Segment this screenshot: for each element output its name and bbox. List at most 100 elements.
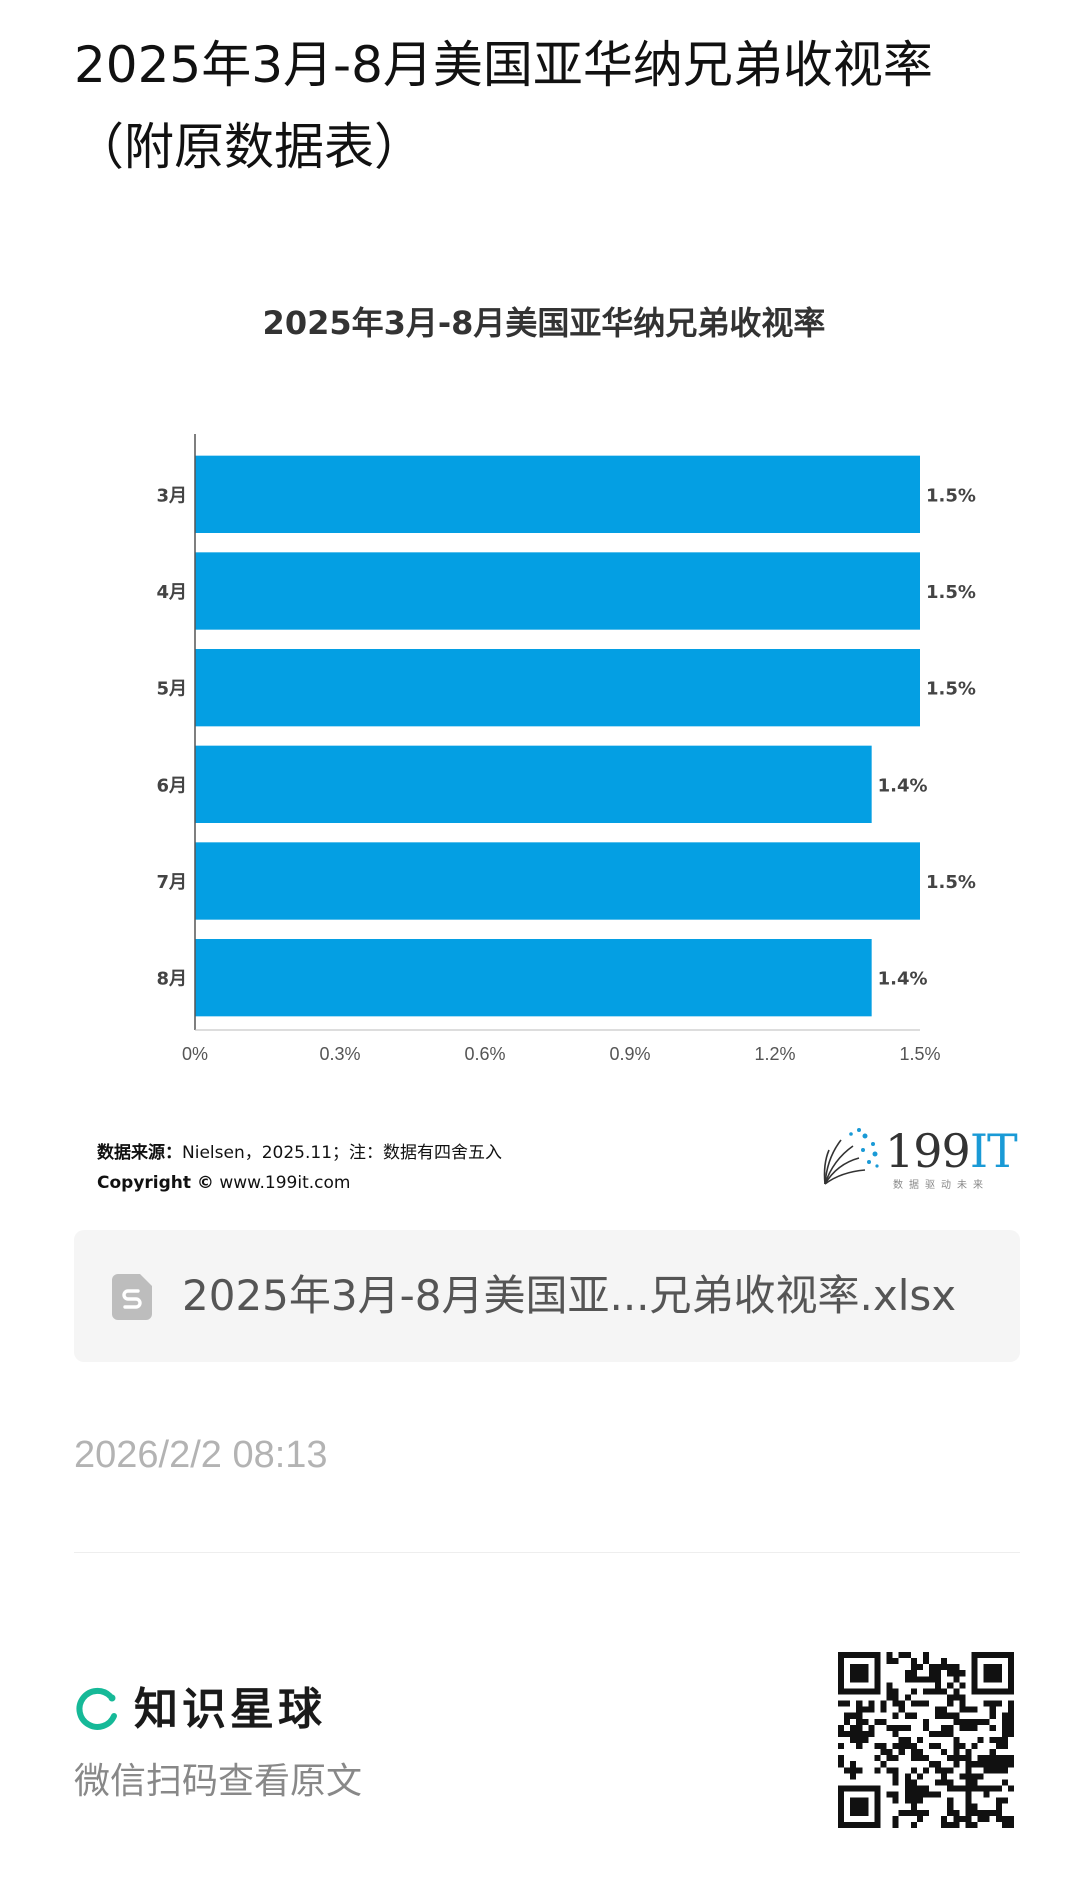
category-label: 4月: [156, 582, 187, 603]
qr-module: [850, 1730, 857, 1737]
qr-finder: [850, 1797, 869, 1816]
chart-svg: 2025年3月-8月美国亚华纳兄弟收视率 1.5% 3月 1.5% 4月 1.5% 5月 1.…: [156, 304, 976, 1064]
qr-module: [892, 1730, 899, 1737]
qr-module: [844, 1700, 851, 1707]
qr-module: [886, 1749, 893, 1756]
attachment-filename[interactable]: 2025年3月-8月美国亚...兄弟收视率.xlsx: [182, 1271, 957, 1320]
qr-module: [892, 1791, 899, 1798]
qr-module: [941, 1815, 948, 1822]
qr-module: [898, 1809, 905, 1816]
qr-module: [953, 1809, 960, 1816]
qr-module: [959, 1724, 966, 1731]
qr-module: [904, 1736, 911, 1744]
qr-module: [910, 1670, 917, 1677]
qr-module: [874, 1718, 881, 1725]
qr-module: [880, 1743, 887, 1750]
qr-module: [995, 1755, 1002, 1762]
qr-module: [910, 1755, 917, 1762]
qr-module: [868, 1730, 875, 1737]
qr-module: [886, 1755, 893, 1762]
qr-module: [929, 1761, 936, 1768]
qr-module: [977, 1809, 984, 1816]
qr-module: [935, 1761, 942, 1768]
qr-module: [995, 1797, 1002, 1804]
qr-module: [904, 1694, 911, 1701]
qr-module: [898, 1652, 905, 1659]
qr-module: [995, 1803, 1002, 1810]
source-note: 数据来源：Nielsen，2025.11；注：数据有四舍五入 Copyright…: [97, 1138, 502, 1198]
qr-module: [922, 1767, 930, 1774]
qr-module: [892, 1755, 899, 1762]
attachment-card[interactable]: 2025年3月-8月美国亚...兄弟收视率.xlsx: [74, 1230, 1020, 1362]
qr-module: [947, 1767, 954, 1774]
x-tick-label: 0%: [182, 1044, 208, 1064]
qr-module: [971, 1785, 978, 1792]
bar-value-label: 1.5%: [926, 872, 976, 893]
bar-1: [195, 455, 920, 533]
qr-module: [916, 1755, 923, 1762]
qr-module: [953, 1821, 960, 1828]
qr-module: [904, 1779, 911, 1786]
qr-module: [947, 1682, 954, 1689]
qr-module: [971, 1718, 978, 1725]
qr-module: [953, 1712, 960, 1719]
qr-module: [989, 1809, 996, 1816]
category-label: 6月: [156, 775, 187, 796]
qr-module: [874, 1755, 881, 1762]
qr-module: [856, 1712, 863, 1719]
qr-module: [922, 1676, 930, 1683]
qr-module: [898, 1706, 905, 1713]
qr-finder: [850, 1664, 869, 1683]
qr-module: [959, 1694, 966, 1701]
qr-module: [910, 1700, 917, 1707]
qr-module: [886, 1652, 893, 1659]
qr-module: [1007, 1785, 1014, 1792]
source-label: 数据来源：: [97, 1143, 182, 1163]
qr-module: [910, 1779, 917, 1786]
qr-module: [850, 1736, 857, 1744]
qr-module: [947, 1821, 954, 1828]
qr-module: [868, 1706, 875, 1713]
qr-module: [935, 1670, 942, 1677]
qr-module: [983, 1718, 990, 1725]
qr-module: [898, 1700, 905, 1707]
copyright-url: www.199it.com: [219, 1173, 351, 1193]
qr-module: [844, 1712, 851, 1719]
qr-module: [953, 1676, 960, 1683]
qr-finder: [983, 1664, 1002, 1683]
qr-module: [971, 1821, 978, 1828]
qr-module: [892, 1712, 899, 1719]
qr-module: [965, 1773, 972, 1780]
divider: [74, 1552, 1020, 1553]
qr-module: [922, 1785, 930, 1792]
qr-module: [965, 1724, 972, 1731]
qr-module: [947, 1712, 954, 1719]
qr-module: [856, 1743, 863, 1750]
qr-module: [989, 1706, 996, 1713]
qr-module: [941, 1664, 948, 1671]
qr-module: [1001, 1755, 1008, 1762]
qr-module: [989, 1767, 996, 1774]
x-tick-label: 0.6%: [464, 1044, 505, 1064]
qr-module: [1007, 1815, 1014, 1822]
qr-module: [898, 1724, 905, 1731]
qr-module: [892, 1743, 899, 1750]
bar-3: [195, 649, 920, 727]
qr-module: [886, 1791, 893, 1798]
qr-module: [922, 1700, 930, 1707]
qr-module: [929, 1670, 936, 1677]
qr-module: [953, 1785, 960, 1792]
qr-module: [922, 1724, 930, 1731]
qr-module: [856, 1724, 863, 1731]
bar-2: [195, 552, 920, 630]
qr-module: [904, 1785, 911, 1792]
qr-module: [886, 1682, 893, 1689]
qr-module: [1001, 1718, 1008, 1725]
qr-module: [947, 1664, 954, 1671]
qr-module: [977, 1773, 984, 1780]
qr-module: [862, 1718, 869, 1725]
publish-timestamp: 2026/2/2 08:13: [74, 1434, 328, 1476]
qr-module: [1001, 1797, 1008, 1804]
bar-chart: 2025年3月-8月美国亚华纳兄弟收视率 1.5% 3月 1.5% 4月 1.5% 5月 1.…: [74, 270, 1014, 1210]
spreadsheet-file-icon: [112, 1274, 152, 1320]
